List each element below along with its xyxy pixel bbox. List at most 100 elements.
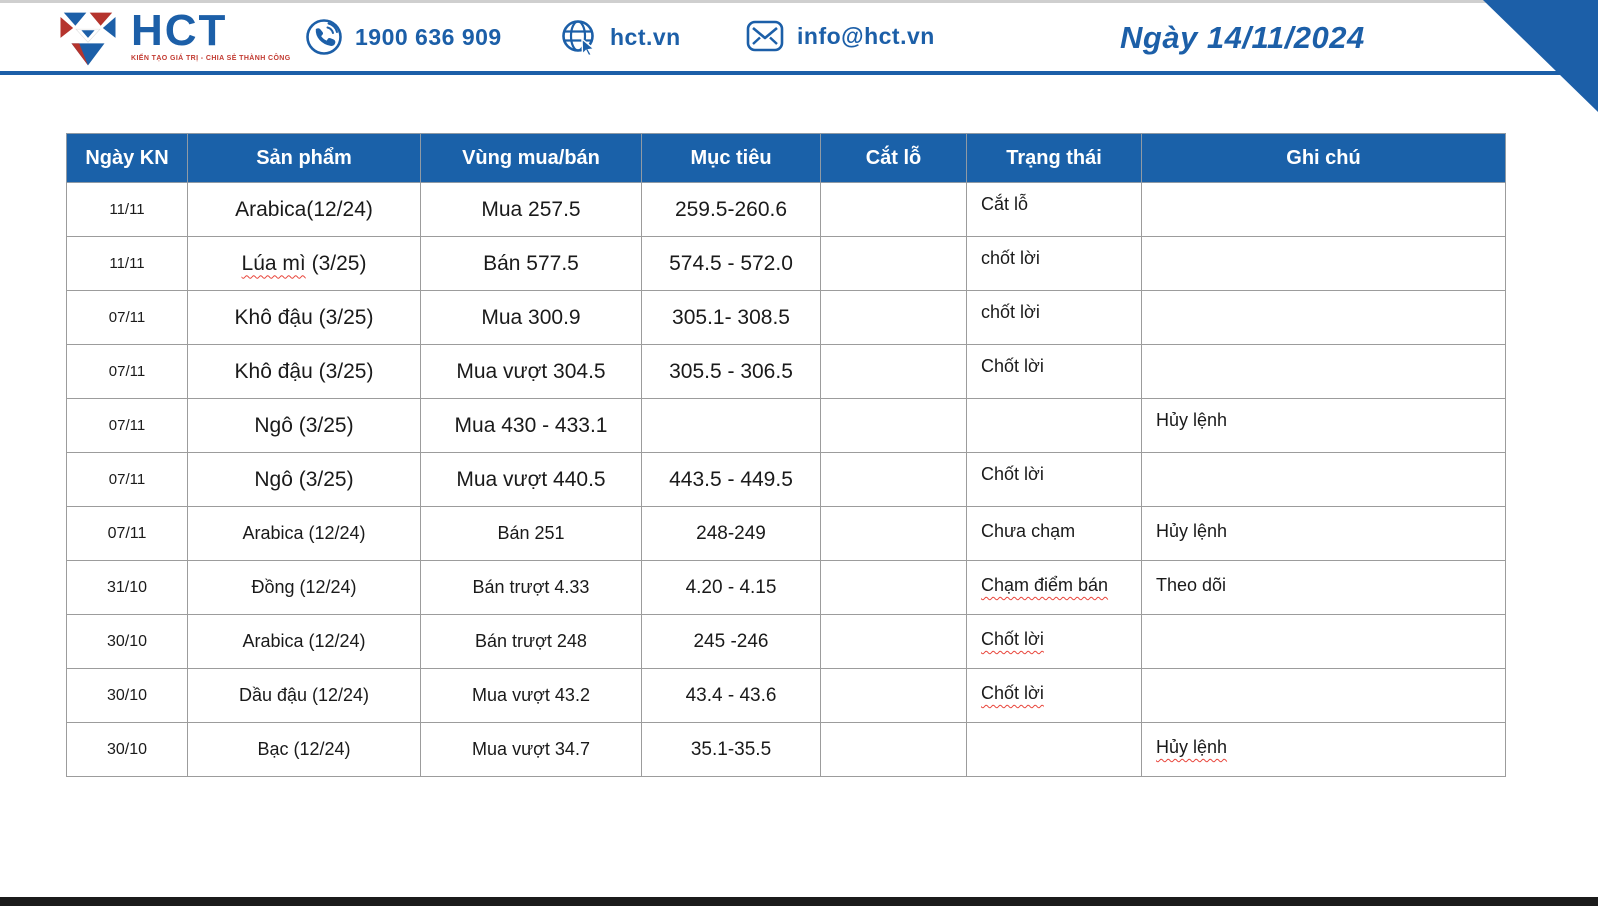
cell-stoploss <box>820 668 967 723</box>
recommendations-table: Ngày KN Sản phẩm Vùng mua/bán Mục tiêu C… <box>66 133 1506 777</box>
cell-target: 43.4 - 43.6 <box>641 668 821 723</box>
cell-target: 4.20 - 4.15 <box>641 560 821 615</box>
cell-status <box>966 722 1142 777</box>
cell-product: Arabica (12/24) <box>187 506 421 561</box>
cell-product: Đồng (12/24) <box>187 560 421 615</box>
cell-note <box>1141 344 1506 399</box>
cell-note: Hủy lệnh <box>1141 722 1506 777</box>
page-header: HCT KIẾN TẠO GIÁ TRỊ - CHIA SẺ THÀNH CÔN… <box>0 0 1598 112</box>
corner-triangle-decoration <box>1483 0 1598 112</box>
cell-stoploss <box>820 290 967 345</box>
product-misspelled-text: Lúa mì <box>241 251 306 275</box>
cell-status: chốt lời <box>966 290 1142 345</box>
cell-date: 07/11 <box>66 452 188 507</box>
cell-date: 07/11 <box>66 344 188 399</box>
cell-status: Chưa chạm <box>966 506 1142 561</box>
cell-status: Chốt lời <box>966 452 1142 507</box>
cell-status: Chốt lời <box>966 344 1142 399</box>
column-header-zone: Vùng mua/bán <box>420 133 642 183</box>
cell-stoploss <box>820 722 967 777</box>
note-text: Hủy lệnh <box>1156 521 1228 541</box>
note-misspelled-text: Hủy lệnh <box>1156 737 1228 757</box>
column-header-target: Mục tiêu <box>641 133 821 183</box>
logo-text-block: HCT KIẾN TẠO GIÁ TRỊ - CHIA SẺ THÀNH CÔN… <box>131 6 291 63</box>
logo-wordmark: HCT <box>131 6 228 55</box>
cell-note <box>1141 236 1506 291</box>
column-header-note: Ghi chú <box>1141 133 1506 183</box>
cell-date: 30/10 <box>66 614 188 669</box>
cell-status: Chốt lời <box>966 668 1142 723</box>
product-text: Khô đậu (3/25) <box>234 359 374 383</box>
email-contact[interactable]: info@hct.vn <box>745 18 935 54</box>
status-misspelled-text: Chốt lời <box>981 629 1044 649</box>
cell-target: 245 -246 <box>641 614 821 669</box>
table-body: 11/11 Arabica(12/24) Mua 257.5 259.5-260… <box>66 182 1506 777</box>
cell-target: 443.5 - 449.5 <box>641 452 821 507</box>
phone-contact[interactable]: 1900 636 909 <box>305 18 502 56</box>
cell-product: Arabica (12/24) <box>187 614 421 669</box>
cell-date: 07/11 <box>66 290 188 345</box>
table-row: 07/11 Arabica (12/24) Bán 251 248-249 Ch… <box>66 506 1506 561</box>
table-row: 11/11 Lúa mì (3/25) Bán 577.5 574.5 - 57… <box>66 236 1506 291</box>
table-row: 30/10 Dầu đậu (12/24) Mua vượt 43.2 43.4… <box>66 668 1506 723</box>
cell-zone: Mua vượt 34.7 <box>420 722 642 777</box>
note-text: Hủy lệnh <box>1156 410 1228 430</box>
cell-zone: Bán 577.5 <box>420 236 642 291</box>
product-text: Đồng (12/24) <box>251 577 357 597</box>
cell-note <box>1141 614 1506 669</box>
note-text: Theo dõi <box>1156 575 1227 595</box>
cell-note <box>1141 182 1506 237</box>
cell-date: 30/10 <box>66 668 188 723</box>
cell-stoploss <box>820 614 967 669</box>
cell-status: Cắt lỗ <box>966 182 1142 237</box>
report-date: Ngày 14/11/2024 <box>1120 20 1365 55</box>
hct-logo: HCT KIẾN TẠO GIÁ TRỊ - CHIA SẺ THÀNH CÔN… <box>55 8 291 68</box>
product-text: Arabica (12/24) <box>242 523 366 543</box>
cell-zone: Mua 430 - 433.1 <box>420 398 642 453</box>
cell-note: Hủy lệnh <box>1141 506 1506 561</box>
bottom-bar <box>0 897 1598 906</box>
table-header: Ngày KN Sản phẩm Vùng mua/bán Mục tiêu C… <box>66 133 1506 183</box>
cell-date: 30/10 <box>66 722 188 777</box>
cell-zone: Bán trượt 4.33 <box>420 560 642 615</box>
table-row: 30/10 Bạc (12/24) Mua vượt 34.7 35.1-35.… <box>66 722 1506 777</box>
website-url: hct.vn <box>610 23 681 50</box>
cell-stoploss <box>820 236 967 291</box>
cell-date: 31/10 <box>66 560 188 615</box>
cell-note <box>1141 290 1506 345</box>
table-row: 30/10 Arabica (12/24) Bán trượt 248 245 … <box>66 614 1506 669</box>
cell-target: 574.5 - 572.0 <box>641 236 821 291</box>
product-text: Khô đậu (3/25) <box>234 305 374 329</box>
status-misspelled-text: Chạm điểm bán <box>981 575 1109 595</box>
column-header-date: Ngày KN <box>66 133 188 183</box>
hct-logo-gem-icon <box>60 12 116 66</box>
status-text: Cắt lỗ <box>981 194 1029 214</box>
column-header-stoploss: Cắt lỗ <box>820 133 967 183</box>
cell-stoploss <box>820 344 967 399</box>
cell-zone: Bán 251 <box>420 506 642 561</box>
mail-icon <box>746 20 784 52</box>
cell-stoploss <box>820 182 967 237</box>
cell-zone: Bán trượt 248 <box>420 614 642 669</box>
cell-zone: Mua vượt 304.5 <box>420 344 642 399</box>
table-row: 11/11 Arabica(12/24) Mua 257.5 259.5-260… <box>66 182 1506 237</box>
cell-zone: Mua vượt 440.5 <box>420 452 642 507</box>
cell-product: Bạc (12/24) <box>187 722 421 777</box>
cell-note <box>1141 668 1506 723</box>
table-row: 31/10 Đồng (12/24) Bán trượt 4.33 4.20 -… <box>66 560 1506 615</box>
cell-target: 305.5 - 306.5 <box>641 344 821 399</box>
top-border-strip <box>0 0 1598 3</box>
cell-target: 248-249 <box>641 506 821 561</box>
cell-product: Khô đậu (3/25) <box>187 344 421 399</box>
globe-icon <box>562 20 596 56</box>
cell-stoploss <box>820 452 967 507</box>
cell-stoploss <box>820 560 967 615</box>
product-text: Dầu đậu (12/24) <box>238 685 370 705</box>
website-contact[interactable]: hct.vn <box>560 18 681 56</box>
product-text: Arabica (12/24) <box>242 631 366 651</box>
status-text: Chưa chạm <box>981 521 1076 541</box>
logo-tagline: KIẾN TẠO GIÁ TRỊ - CHIA SẺ THÀNH CÔNG <box>131 55 291 62</box>
status-text: chốt lời <box>981 302 1040 322</box>
cell-status <box>966 398 1142 453</box>
email-address: info@hct.vn <box>797 22 935 49</box>
